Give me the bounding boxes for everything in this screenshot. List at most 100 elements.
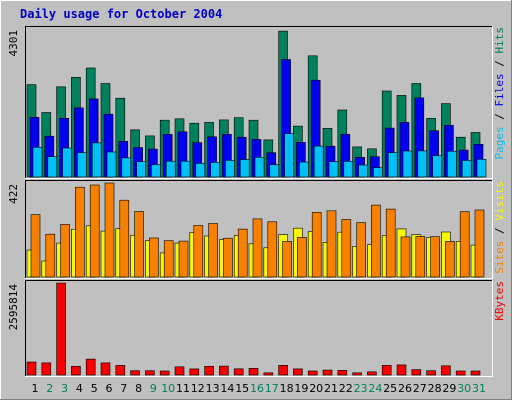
day-label-20: 20	[309, 382, 323, 395]
bar-kbytes-3	[56, 282, 66, 376]
day-label-25: 25	[383, 382, 397, 395]
day-label-12: 12	[191, 382, 205, 395]
day-label-16: 16	[250, 382, 264, 395]
bar-sites-16	[252, 218, 263, 278]
panel-kbytes: 2595814 KBytes	[7, 280, 506, 377]
bar-pages-26	[402, 150, 413, 178]
bar-kbytes-26	[396, 364, 407, 376]
bar-kbytes-8	[130, 370, 140, 376]
panel-background	[25, 280, 492, 376]
bar-sites-27	[415, 236, 426, 278]
bar-kbytes-23	[352, 372, 362, 376]
bar-sites-1	[30, 214, 41, 278]
bar-pages-7	[121, 157, 132, 178]
day-label-5: 5	[91, 382, 98, 395]
bar-kbytes-24	[367, 371, 377, 376]
bar-sites-6	[104, 182, 115, 278]
bar-pages-13	[210, 162, 220, 178]
day-label-23: 23	[354, 382, 368, 395]
bar-kbytes-15	[233, 368, 244, 376]
series-pages	[32, 133, 487, 178]
bar-pages-9	[151, 164, 161, 178]
bar-sites-22	[341, 219, 352, 278]
bar-kbytes-20	[307, 370, 318, 376]
bar-sites-3	[60, 224, 70, 278]
bar-sites-18	[282, 241, 292, 278]
bar-pages-22	[343, 161, 354, 178]
bar-sites-7	[119, 199, 130, 278]
bar-sites-8	[134, 211, 144, 278]
bar-pages-17	[269, 164, 280, 178]
bar-pages-31	[476, 159, 487, 178]
panel-max-label: 4301	[7, 30, 20, 57]
legend-part-0: KBytes	[493, 281, 506, 321]
legend-part-2: Visits	[493, 181, 506, 221]
day-label-15: 15	[235, 382, 249, 395]
bar-sites-17	[267, 221, 278, 278]
bar-kbytes-16	[248, 367, 259, 376]
bar-sites-2	[45, 233, 56, 278]
legend-part-1: /	[493, 107, 506, 127]
bar-kbytes-25	[381, 364, 392, 376]
day-label-18: 18	[280, 382, 294, 395]
bar-pages-27	[417, 150, 428, 178]
day-label-21: 21	[324, 382, 338, 395]
day-label-10: 10	[161, 382, 175, 395]
legend-part-0: Pages	[493, 126, 506, 159]
day-label-3: 3	[61, 382, 68, 395]
bar-pages-2	[47, 156, 58, 178]
bar-sites-19	[297, 237, 307, 278]
bar-kbytes-29	[441, 365, 451, 376]
bar-sites-12	[193, 225, 204, 278]
day-label-6: 6	[106, 382, 113, 395]
bar-pages-29	[447, 150, 457, 178]
bar-pages-4	[77, 152, 87, 178]
bar-pages-1	[32, 147, 43, 178]
day-label-14: 14	[220, 382, 234, 395]
bar-pages-8	[136, 161, 146, 178]
bar-pages-5	[91, 142, 102, 178]
bar-kbytes-13	[204, 365, 214, 376]
legend-part-3: /	[493, 54, 506, 74]
panel-max-label: 422	[7, 184, 20, 204]
bar-sites-4	[75, 186, 85, 278]
bar-pages-15	[239, 159, 250, 178]
bar-sites-11	[178, 240, 189, 278]
day-label-24: 24	[368, 382, 382, 395]
bar-pages-28	[432, 155, 442, 178]
bar-pages-16	[254, 157, 265, 178]
bar-sites-9	[149, 237, 159, 278]
day-label-28: 28	[428, 382, 442, 395]
bar-pages-24	[373, 167, 383, 178]
bar-kbytes-17	[263, 372, 274, 376]
day-label-2: 2	[46, 382, 53, 395]
bar-sites-31	[474, 209, 485, 278]
bar-kbytes-4	[71, 365, 81, 376]
day-label-22: 22	[339, 382, 353, 395]
bar-pages-12	[195, 163, 206, 178]
bar-pages-20	[313, 145, 324, 178]
bar-pages-18	[284, 133, 294, 178]
bar-kbytes-12	[189, 368, 200, 376]
bar-kbytes-9	[145, 370, 155, 376]
day-label-17: 17	[265, 382, 279, 395]
bar-pages-30	[461, 160, 472, 178]
chart-title: Daily usage for October 2004	[20, 7, 222, 21]
bar-kbytes-1	[26, 361, 37, 376]
bar-kbytes-7	[115, 365, 126, 376]
bar-kbytes-10	[159, 370, 170, 376]
day-label-7: 7	[120, 382, 127, 395]
day-label-27: 27	[413, 382, 427, 395]
day-label-29: 29	[442, 382, 456, 395]
day-label-1: 1	[32, 382, 39, 395]
bar-sites-28	[430, 236, 440, 278]
bar-kbytes-21	[322, 369, 333, 376]
bar-sites-10	[163, 240, 174, 278]
bar-kbytes-19	[293, 368, 303, 376]
day-label-11: 11	[176, 382, 190, 395]
bar-sites-13	[208, 223, 218, 278]
bar-kbytes-18	[278, 364, 288, 376]
panel-max-label: 2595814	[7, 284, 20, 331]
day-label-19: 19	[294, 382, 308, 395]
